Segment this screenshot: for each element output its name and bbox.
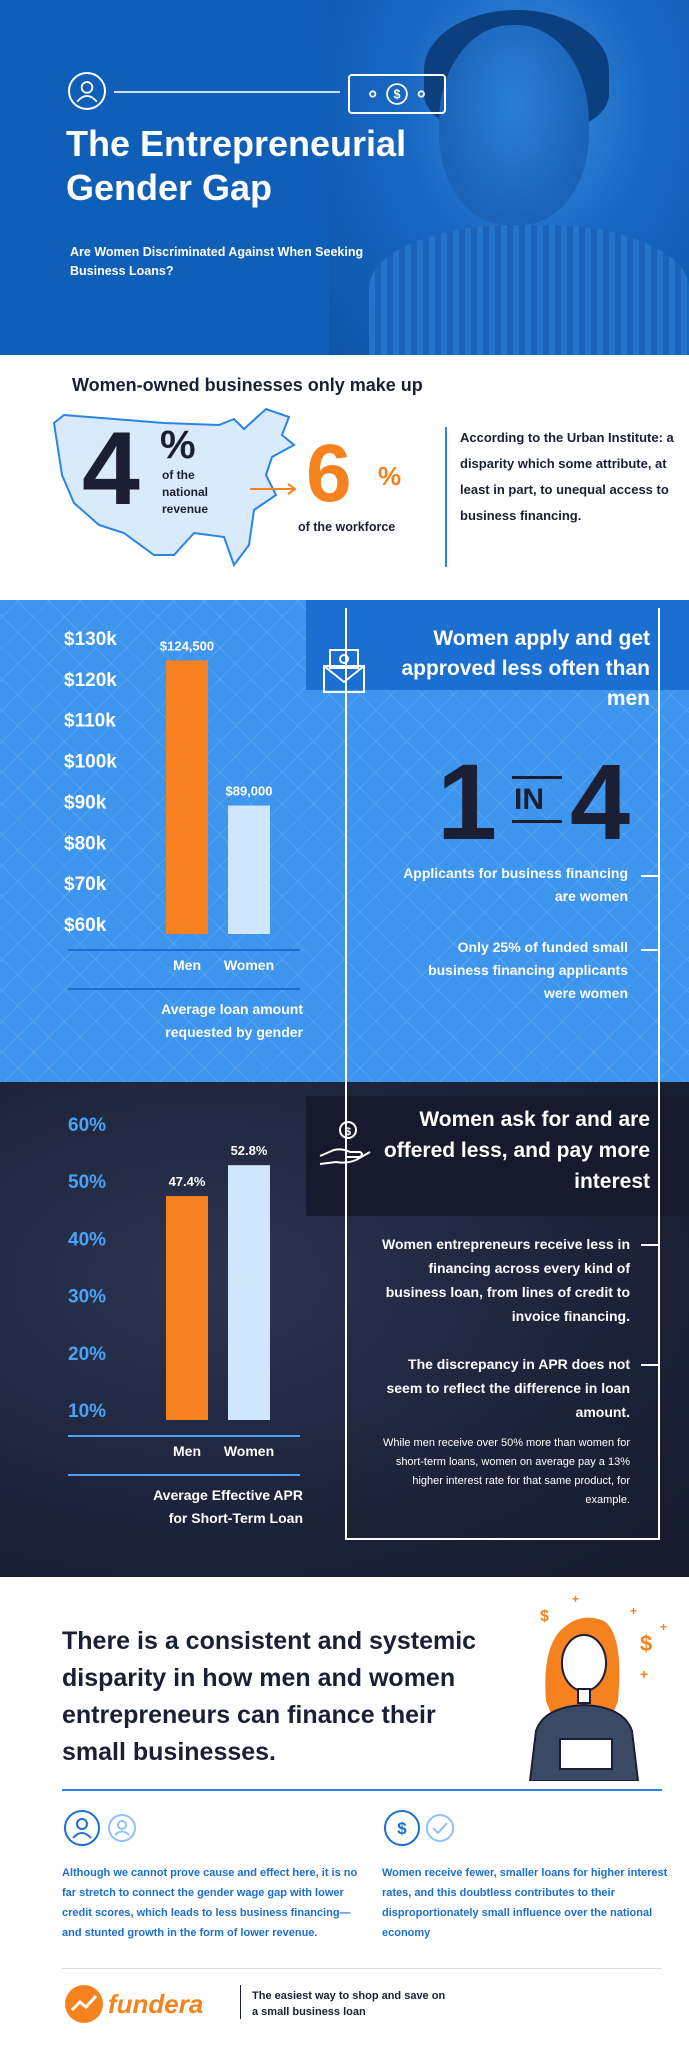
interest-fact-1-tick xyxy=(641,1244,659,1246)
y-tick-label: $90k xyxy=(64,792,107,813)
chart-caption: Average Effective APR xyxy=(153,1487,303,1503)
bar-value-label: $124,500 xyxy=(160,638,214,653)
hand-coin-icon: $ xyxy=(319,1121,371,1165)
hero-divider xyxy=(114,91,340,93)
category-label: Women xyxy=(224,957,274,973)
envelope-money-icon xyxy=(323,649,365,693)
interest-headline: Women ask for and are offered less, and … xyxy=(383,1108,650,1193)
bar-value-label: $89,000 xyxy=(226,784,273,799)
interest-fact-1: Women entrepreneurs receive less in fina… xyxy=(382,1236,630,1324)
workforce-percent-sign: % xyxy=(378,461,402,491)
footer-tagline: The easiest way to shop and save on a sm… xyxy=(252,1990,446,2018)
money-bill-icon: $ xyxy=(348,74,446,114)
footer-rule xyxy=(62,1968,662,1969)
y-tick-label: $130k xyxy=(64,629,117,650)
approval-fact-2: Only 25% of funded small business financ… xyxy=(428,939,628,1001)
category-label: Women xyxy=(224,1443,274,1459)
y-tick-label: 40% xyxy=(68,1229,106,1250)
y-tick-label: $100k xyxy=(64,752,117,773)
gap-divider xyxy=(445,427,447,567)
ratio-middle: IN xyxy=(514,783,544,816)
page-subtitle: Are Women Discriminated Against When See… xyxy=(70,245,364,278)
bar-value-label: 47.4% xyxy=(169,1174,206,1189)
svg-text:$: $ xyxy=(345,1126,351,1138)
approval-headline-box xyxy=(306,600,689,690)
us-map-icon xyxy=(52,407,296,568)
svg-text:$: $ xyxy=(640,1631,652,1656)
dollar-check-icon: $ xyxy=(384,1810,454,1846)
gap-intro: Women-owned businesses only make up xyxy=(72,375,423,395)
bar-women xyxy=(228,1165,270,1420)
page-title: The Entrepreneurial Gender Gap xyxy=(66,123,407,208)
ratio-left: 1 xyxy=(437,741,498,862)
arrow-right-icon xyxy=(250,483,297,495)
approval-fact-2-tick xyxy=(641,949,659,951)
category-label: Men xyxy=(173,957,201,973)
loan-amount-chart: $130k $120k $110k $100k $90k $80k $70k $60k $124… xyxy=(64,629,304,1040)
y-tick-label: 50% xyxy=(68,1172,106,1193)
bar-women xyxy=(228,805,270,934)
conclusion-column-1: Although we cannot prove cause and effec… xyxy=(62,1867,358,1939)
interest-fact-2-tick xyxy=(641,1364,659,1366)
bar-men xyxy=(166,1196,208,1420)
workforce-value: 6 xyxy=(306,428,352,519)
chart-caption: Average loan amount xyxy=(161,1001,303,1017)
svg-text:+: + xyxy=(640,1666,648,1682)
y-tick-label: 20% xyxy=(68,1344,106,1365)
conclusion-column-2: Women receive fewer, smaller loans for h… xyxy=(382,1867,668,1939)
bar-value-label: 52.8% xyxy=(231,1143,268,1158)
ratio-right: 4 xyxy=(570,741,631,862)
person-icon xyxy=(68,72,106,110)
workforce-label: of the workforce xyxy=(298,520,396,534)
y-tick-label: $70k xyxy=(64,874,107,895)
y-tick-label: $110k xyxy=(64,711,116,732)
ratio-line-top xyxy=(512,776,562,779)
person-pair-icon xyxy=(64,1810,136,1846)
svg-text:$: $ xyxy=(393,88,400,102)
interest-fact-2: The discrepancy in APR does not seem to … xyxy=(386,1356,630,1420)
y-tick-label: $80k xyxy=(64,833,107,854)
approval-section: Women apply and get approved less often … xyxy=(0,600,689,1082)
conclusion-statement: There is a consistent and systemic dispa… xyxy=(62,1627,477,1766)
svg-text:$: $ xyxy=(540,1608,549,1625)
conclusion-rule xyxy=(62,1789,662,1791)
interest-section: $ Women ask for and are offered less, an… xyxy=(0,1082,689,1577)
y-tick-label: $60k xyxy=(64,915,107,936)
approval-headline: Women apply and get approved less often … xyxy=(401,627,650,710)
chart-caption: requested by gender xyxy=(165,1024,303,1040)
svg-text:+: + xyxy=(660,1620,667,1634)
interest-headline-box xyxy=(306,1096,689,1216)
interest-note: While men receive over 50% more than wom… xyxy=(383,1437,630,1506)
category-label: Men xyxy=(173,1443,201,1459)
svg-text:$: $ xyxy=(397,1819,407,1838)
gap-section: Women-owned businesses only make up 4 % … xyxy=(0,355,689,600)
approval-fact-1-tick xyxy=(641,875,659,877)
woman-illustration-icon: $ $ + + + + xyxy=(528,1592,667,1781)
revenue-label: of the national revenue xyxy=(162,468,209,516)
fundera-logo-text: fundera xyxy=(108,1989,203,2019)
apr-chart: 60% 50% 40% 30% 20% 10% 47.4% Men 52.8% Women Aver… xyxy=(68,1115,303,1526)
y-tick-label: 60% xyxy=(68,1115,106,1136)
chart-caption: for Short-Term Loan xyxy=(169,1510,303,1526)
revenue-percent-sign: % xyxy=(160,423,196,467)
hero-photo xyxy=(329,0,689,355)
svg-text:+: + xyxy=(630,1604,637,1618)
urban-institute-quote: According to the Urban Institute: a disp… xyxy=(460,430,674,523)
revenue-value: 4 xyxy=(82,411,140,527)
y-tick-label: 30% xyxy=(68,1287,106,1308)
svg-text:+: + xyxy=(572,1592,579,1606)
conclusion-section: There is a consistent and systemic dispa… xyxy=(0,1577,689,2048)
bar-men xyxy=(166,660,208,934)
approval-fact-1: Applicants for business financing are wo… xyxy=(403,865,628,904)
y-tick-label: $120k xyxy=(64,670,117,691)
y-tick-label: 10% xyxy=(68,1401,106,1422)
ratio-line-bottom xyxy=(512,820,562,823)
hero-section: $ The Entrepreneurial Gender Gap Are Wom… xyxy=(0,0,689,355)
fundera-logo[interactable]: fundera xyxy=(62,1982,252,2026)
footer-divider xyxy=(240,1985,241,2019)
